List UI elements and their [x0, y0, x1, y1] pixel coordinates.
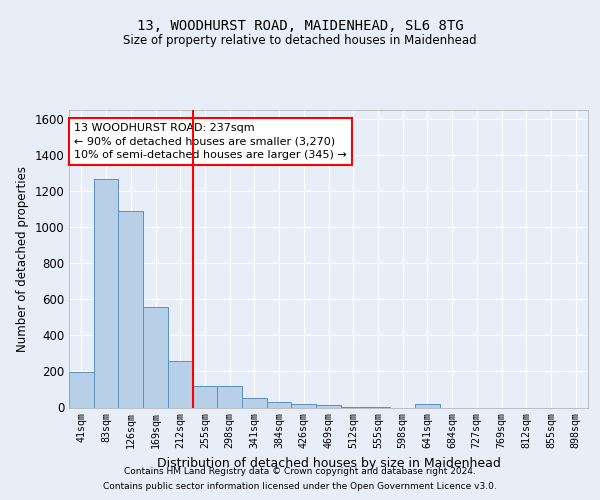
Text: 13 WOODHURST ROAD: 237sqm
← 90% of detached houses are smaller (3,270)
10% of se: 13 WOODHURST ROAD: 237sqm ← 90% of detac…	[74, 124, 347, 160]
Bar	[292, 404, 316, 407]
Bar	[193, 386, 217, 407]
Bar	[217, 386, 242, 407]
Text: Contains HM Land Registry data © Crown copyright and database right 2024.: Contains HM Land Registry data © Crown c…	[124, 467, 476, 476]
Bar	[267, 402, 292, 407]
Bar	[94, 178, 118, 408]
Bar	[415, 404, 440, 407]
Bar	[316, 405, 341, 407]
Text: Contains public sector information licensed under the Open Government Licence v3: Contains public sector information licen…	[103, 482, 497, 491]
Y-axis label: Number of detached properties: Number of detached properties	[16, 166, 29, 352]
Text: 13, WOODHURST ROAD, MAIDENHEAD, SL6 8TG: 13, WOODHURST ROAD, MAIDENHEAD, SL6 8TG	[137, 19, 463, 33]
Bar	[168, 360, 193, 408]
Bar	[143, 306, 168, 408]
Bar	[365, 406, 390, 408]
X-axis label: Distribution of detached houses by size in Maidenhead: Distribution of detached houses by size …	[157, 456, 500, 469]
Text: Size of property relative to detached houses in Maidenhead: Size of property relative to detached ho…	[123, 34, 477, 47]
Bar	[69, 372, 94, 408]
Bar	[341, 406, 365, 408]
Bar	[242, 398, 267, 407]
Bar	[118, 211, 143, 408]
